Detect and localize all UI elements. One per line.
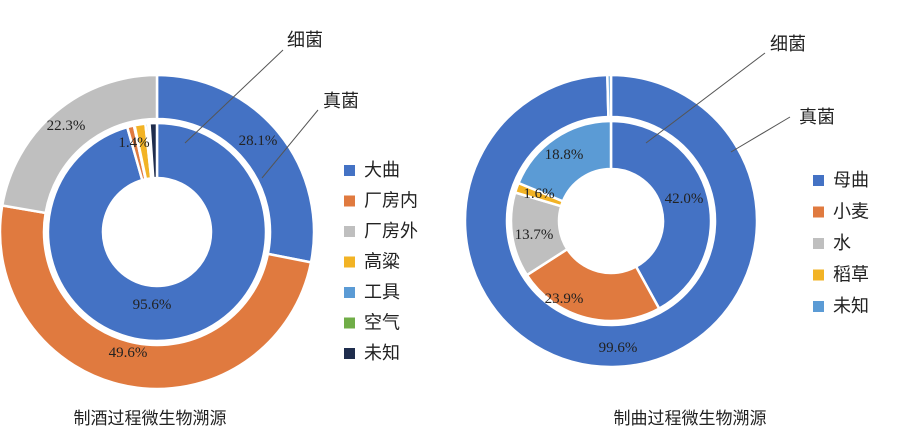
legend-koji-item-3: 稻草 (813, 265, 869, 286)
label-outer-1: 49.6% (109, 345, 148, 361)
ring-name-fungi: 真菌 (799, 107, 835, 128)
legend-brewing-label: 空气 (364, 313, 400, 334)
ring-separator (507, 117, 715, 325)
legend-koji-item-2: 水 (813, 233, 851, 254)
legend-brewing-label: 工具 (364, 282, 400, 303)
legend-koji-swatch (813, 238, 824, 249)
legend-brewing-swatch (344, 165, 355, 176)
legend-koji-swatch (813, 206, 824, 218)
caption-brewing: 制酒过程微生物溯源 (74, 409, 227, 429)
legend-koji-item-4: 未知 (813, 296, 869, 317)
legend-brewing-label: 大曲 (364, 160, 400, 181)
bacteria-ring-slice-0 (463, 73, 759, 369)
legend-koji-label: 小麦 (833, 202, 869, 223)
legend-brewing-item-3: 高粱 (344, 252, 400, 273)
legend-brewing-item-1: 厂房内 (344, 191, 418, 212)
legend-koji-item-0: 母曲 (813, 170, 869, 191)
legend-brewing-item-0: 大曲 (344, 160, 400, 181)
legend-koji-label: 母曲 (833, 170, 869, 191)
label-inner-0: 95.6% (133, 297, 172, 313)
ring-name-fungi: 真菌 (323, 91, 359, 112)
legend-brewing-swatch (344, 256, 355, 268)
label-outer-2: 22.3% (47, 118, 86, 134)
label-inner-4: 18.8% (545, 147, 584, 163)
ring-name-bacteria: 细菌 (770, 34, 806, 55)
legend-koji-label: 未知 (833, 296, 869, 317)
legend-brewing-item-6: 未知 (344, 343, 400, 364)
legend-brewing-swatch (344, 317, 355, 329)
label-outer-0: 28.1% (239, 133, 278, 149)
legend-brewing-item-5: 空气 (344, 313, 400, 334)
fungi-ring-slice-6 (148, 121, 159, 180)
chart-koji: 99.6% 42.0% 23.9% 13.7% 1.6% 18.8% 细菌真菌母曲小麦水稻草… (463, 34, 869, 369)
leader-bacteria (645, 52, 766, 144)
label-outer-0: 99.6% (599, 340, 638, 356)
bacteria-ring-slice-1 (0, 204, 313, 391)
leader-fungi (261, 109, 319, 179)
legend-brewing-label: 厂房外 (364, 221, 418, 242)
leader-fungi (730, 116, 791, 153)
legend-koji-swatch (813, 269, 824, 281)
fungi-ring-slice-4 (516, 119, 613, 203)
label-inner-small: 1.4% (118, 135, 149, 151)
label-inner-1: 23.9% (545, 291, 584, 307)
legend-brewing-item-4: 工具 (344, 282, 400, 303)
fungi-ring-slice-0 (609, 119, 713, 311)
legend-koji-label: 稻草 (833, 265, 869, 286)
fungi-ring-slice-0 (46, 121, 268, 343)
legend-brewing-swatch (344, 287, 355, 298)
bacteria-ring-slice-4 (606, 73, 613, 119)
legend-koji-swatch (813, 175, 824, 186)
bacteria-ring-slice-2 (0, 73, 159, 215)
legend-brewing-label: 未知 (364, 343, 400, 364)
legend-koji-swatch (813, 301, 824, 312)
ring-name-bacteria: 细菌 (287, 30, 323, 51)
leader-bacteria (184, 49, 284, 144)
legend-brewing-label: 高粱 (364, 252, 400, 273)
legend-brewing-label: 厂房内 (364, 191, 418, 212)
caption-koji: 制曲过程微生物溯源 (614, 409, 767, 429)
legend-koji-item-1: 小麦 (813, 202, 869, 223)
label-inner-0: 42.0% (665, 191, 704, 207)
legend-brewing-item-2: 厂房外 (344, 221, 418, 242)
legend-brewing-swatch (344, 348, 355, 359)
legend-brewing-swatch (344, 226, 355, 237)
legend-koji-label: 水 (833, 233, 851, 254)
chart-brewing: 28.1% 49.6% 22.3% 95.6% 1.4% 细菌真菌大曲厂房内厂房外高粱工具… (0, 30, 418, 391)
ring-separator (44, 119, 270, 345)
legend-brewing-swatch (344, 195, 355, 207)
label-inner-3: 1.6% (523, 186, 554, 202)
label-inner-2: 13.7% (515, 227, 554, 243)
fungi-ring-slice-1 (525, 247, 661, 323)
